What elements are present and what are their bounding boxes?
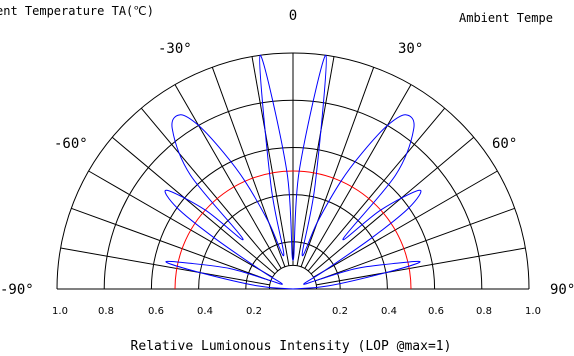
- grid-spoke: [304, 84, 412, 269]
- grid-spoke: [140, 107, 279, 272]
- grid-spoke: [71, 207, 271, 282]
- grid-spoke: [60, 247, 270, 286]
- grid-spoke: [111, 136, 276, 275]
- grid-spoke: [316, 247, 526, 286]
- angle-label: 60°: [492, 136, 517, 152]
- angle-label: -90°: [0, 282, 34, 298]
- grid-spoke: [313, 170, 498, 278]
- radial-tick-label: 0.8: [476, 306, 492, 317]
- radial-tick-label: 0.2: [246, 306, 262, 317]
- header-right-text: Ambient Tempe: [459, 11, 553, 25]
- x-axis-label: Relative Lumionous Intensity (LOP @max=1…: [131, 339, 452, 354]
- grid-spoke: [300, 67, 375, 267]
- radial-tick-label: 0.4: [381, 306, 397, 317]
- grid-spoke: [315, 207, 515, 282]
- angle-label: -60°: [54, 136, 88, 152]
- grid-spoke: [296, 56, 335, 266]
- grid-spoke: [211, 67, 286, 267]
- grid-spoke: [251, 56, 290, 266]
- radial-tick-label: 0.6: [428, 306, 444, 317]
- angle-label: 30°: [398, 41, 423, 57]
- radial-tick-labels: 1.0 0.8 0.6 0.4 0.2 0.2 0.4 0.6 0.8 1.0: [52, 306, 541, 317]
- radial-tick-label: 0.2: [332, 306, 348, 317]
- grid-spoke: [174, 84, 282, 269]
- grid-spoke: [307, 107, 446, 272]
- radial-tick-label: 1.0: [52, 306, 68, 317]
- intensity-curves: [164, 54, 422, 290]
- grid-spoke: [88, 170, 273, 278]
- grid-spoke: [310, 136, 475, 275]
- angle-label: -30°: [158, 41, 192, 57]
- header-left-text: ent Temperature TA(℃): [0, 4, 154, 18]
- angle-label: 0: [289, 8, 297, 24]
- angle-label: 90°: [550, 282, 574, 298]
- radial-tick-label: 0.8: [98, 306, 114, 317]
- radial-tick-label: 0.4: [197, 306, 213, 317]
- polar-grid: [56, 52, 530, 290]
- series-curve-2: [164, 54, 422, 290]
- radial-tick-label: 1.0: [525, 306, 541, 317]
- radial-tick-label: 0.6: [148, 306, 164, 317]
- series-curve-1: [174, 170, 412, 290]
- angle-labels: -90° -60° -30° 0 30° 60° 90°: [0, 8, 574, 298]
- grid-ring: [268, 264, 318, 290]
